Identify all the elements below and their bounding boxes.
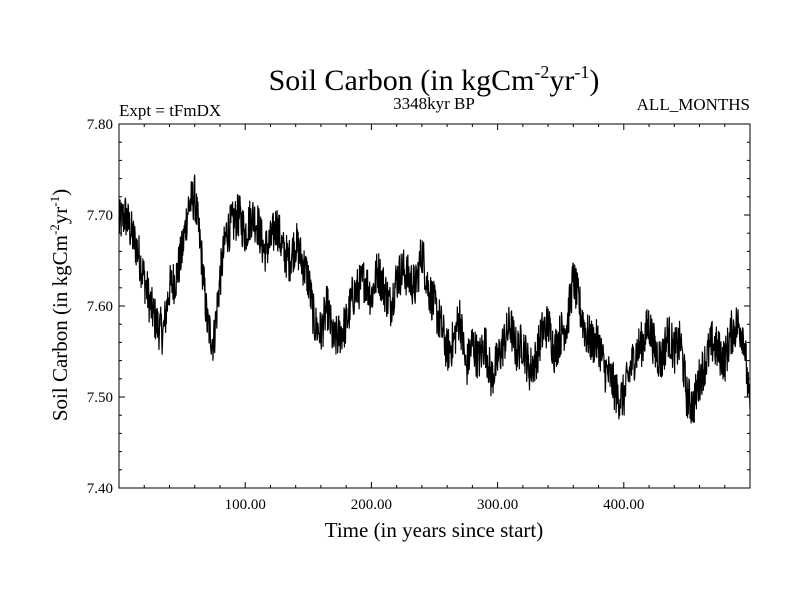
- x-tick-label-0: 100.00: [225, 497, 266, 513]
- y-tick-label-0: 7.40: [87, 481, 113, 497]
- chart-title-mid: yr: [549, 64, 574, 97]
- y-axis-label-prefix: Soil Carbon (in kgCm: [48, 235, 72, 421]
- series-layer: [118, 174, 751, 424]
- x-tick-label-2: 300.00: [477, 497, 518, 513]
- chart-title-sup1: -2: [534, 62, 549, 82]
- y-axis-label-sup2: -1: [47, 196, 62, 207]
- period-label: 3348kyr BP: [393, 94, 475, 113]
- y-tick-label-4: 7.80: [87, 117, 113, 133]
- y-tick-label-1: 7.50: [87, 390, 113, 406]
- experiment-label: Expt = tFmDX: [119, 101, 221, 120]
- months-label: ALL_MONTHS: [637, 95, 750, 114]
- y-axis-ticks: 7.40 7.50 7.60 7.70 7.80: [87, 117, 750, 497]
- y-axis-label: Soil Carbon (in kgCm-2yr-1): [47, 189, 72, 421]
- x-tick-label-3: 400.00: [603, 497, 644, 513]
- plot-frame: [118, 123, 751, 489]
- chart-title-prefix: Soil Carbon (in kgCm: [269, 64, 535, 97]
- x-tick-label-1: 200.00: [351, 497, 392, 513]
- y-axis-label-sup1: -2: [47, 224, 62, 235]
- chart-title-sup2: -1: [574, 62, 589, 82]
- y-tick-label-3: 7.70: [87, 208, 113, 224]
- chart-title-suffix: ): [589, 64, 599, 97]
- x-axis-label: Time (in years since start): [325, 518, 544, 542]
- x-axis-ticks: 100.00 200.00 300.00 400.00: [143, 124, 726, 513]
- y-axis-label-suffix: ): [48, 189, 72, 196]
- y-axis-label-mid: yr: [48, 207, 72, 225]
- y-tick-label-2: 7.60: [87, 299, 113, 315]
- chart-title: Soil Carbon (in kgCm-2yr-1): [269, 62, 600, 97]
- series-line-0: [118, 174, 751, 424]
